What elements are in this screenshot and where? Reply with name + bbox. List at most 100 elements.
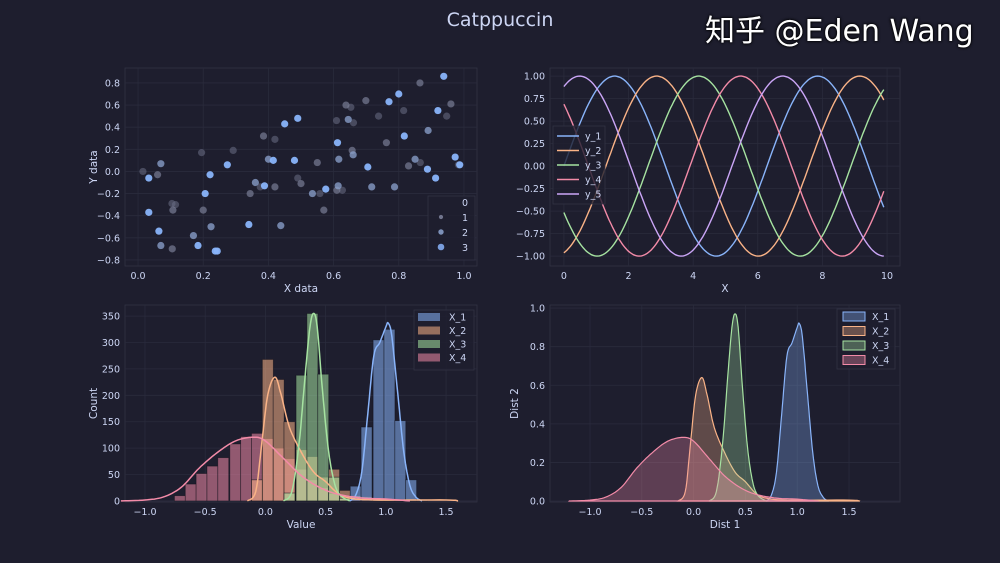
scatter-point bbox=[277, 222, 285, 230]
x-tick-label: 0.0 bbox=[258, 507, 273, 518]
hist-bar-X_4 bbox=[174, 495, 186, 502]
y-tick-label: −0.2 bbox=[97, 189, 120, 200]
kde-area-X_4 bbox=[568, 436, 820, 502]
kde-line-X_4 bbox=[120, 436, 410, 502]
x-tick-label: 1.0 bbox=[790, 507, 805, 518]
legend-label: X_4 bbox=[872, 356, 889, 367]
legend-label: 3 bbox=[462, 243, 468, 254]
y-tick-label: 0.8 bbox=[105, 78, 120, 89]
legend-patch bbox=[418, 353, 440, 362]
scatter-point bbox=[197, 149, 206, 157]
hist-bar-X_3 bbox=[295, 374, 308, 502]
x-tick-label: −0.5 bbox=[194, 507, 217, 518]
legend-label: y_2 bbox=[585, 146, 601, 157]
scatter-point bbox=[334, 182, 342, 190]
legend-label: X_2 bbox=[449, 326, 466, 337]
legend: y_1 y_2 y_3 y_4 y_5 bbox=[552, 125, 606, 205]
scatter-point bbox=[423, 165, 432, 173]
scatter-point bbox=[349, 119, 358, 127]
kde-area-X_1 bbox=[765, 322, 829, 502]
hist-bar-X_1 bbox=[394, 420, 407, 502]
y-tick-label: 0.75 bbox=[524, 94, 545, 105]
kde-line-X_2 bbox=[246, 376, 459, 502]
legend-label: X_4 bbox=[449, 353, 466, 364]
legend-label: X_1 bbox=[872, 312, 889, 323]
y-tick-label: 0.4 bbox=[530, 419, 545, 430]
legend-box bbox=[836, 308, 896, 370]
y-tick-label: 50 bbox=[108, 470, 120, 481]
x-tick-label: 0 bbox=[561, 271, 567, 282]
y-tick-label: −1.00 bbox=[516, 252, 545, 263]
scatter-point bbox=[271, 183, 279, 191]
y-tick-label: 0.6 bbox=[105, 101, 120, 112]
figure-title: Catppuccin bbox=[447, 9, 554, 31]
y-tick-label: 0 bbox=[114, 496, 120, 507]
y-tick-label: 0.00 bbox=[524, 162, 545, 173]
legend-label: 0 bbox=[462, 198, 468, 209]
y-tick-label: 0.0 bbox=[530, 497, 545, 508]
x-tick-label: 10 bbox=[881, 271, 893, 282]
kde-line-X_1 bbox=[349, 321, 423, 502]
scatter-point bbox=[168, 245, 176, 253]
scatter-point bbox=[189, 231, 198, 240]
line-y_3 bbox=[563, 75, 885, 257]
y-tick-label: 0.6 bbox=[530, 381, 545, 392]
x-tick-label: 0.0 bbox=[130, 271, 145, 282]
scatter-point bbox=[443, 112, 451, 120]
scatter-point bbox=[333, 139, 342, 147]
x-tick-label: 1.0 bbox=[378, 507, 393, 518]
y-tick-label: −0.4 bbox=[97, 211, 120, 222]
legend: X_1 X_2 X_3 X_4 bbox=[413, 309, 475, 371]
hist-bar-X_1 bbox=[383, 328, 396, 502]
scatter-point bbox=[456, 161, 464, 169]
y-tick-label: −0.8 bbox=[97, 255, 120, 266]
scatter-point bbox=[344, 115, 352, 124]
legend-label: y_3 bbox=[585, 161, 601, 172]
legend-label: y_5 bbox=[585, 190, 601, 201]
scatter-point bbox=[451, 153, 459, 161]
x-tick-label: 1.5 bbox=[841, 507, 856, 518]
scatter-point bbox=[223, 161, 231, 169]
scatter-point bbox=[440, 72, 448, 80]
scatter-point bbox=[271, 135, 279, 143]
y-tick-label: 100 bbox=[102, 444, 120, 455]
scatter-point bbox=[335, 155, 343, 163]
kde-area-X_3 bbox=[708, 313, 768, 502]
scatter-point bbox=[139, 167, 147, 176]
scatter-point bbox=[206, 171, 214, 179]
scatter-point bbox=[382, 139, 390, 147]
y-tick-label: −0.25 bbox=[516, 184, 545, 195]
legend-patch bbox=[842, 355, 866, 365]
scatter-point bbox=[362, 97, 370, 105]
scatter-point bbox=[400, 132, 408, 140]
y-tick-label: 150 bbox=[102, 417, 120, 428]
line-y_1 bbox=[563, 75, 885, 257]
legend-box bbox=[427, 195, 476, 261]
scatter-point bbox=[411, 155, 419, 163]
x-axis-label: Value bbox=[287, 519, 316, 531]
scatter-point bbox=[400, 106, 408, 115]
legend-patch bbox=[842, 340, 866, 351]
scatter-point bbox=[201, 189, 209, 198]
y-tick-label: 0.50 bbox=[524, 117, 545, 128]
scatter-point bbox=[246, 189, 254, 198]
y-tick-label: 200 bbox=[102, 391, 120, 402]
y-axis-label: Y data bbox=[88, 150, 100, 184]
x-tick-label: 2 bbox=[626, 271, 632, 282]
scatter-point bbox=[145, 208, 153, 216]
plot-area bbox=[124, 67, 478, 267]
scatter-point bbox=[207, 223, 215, 231]
scatter-point bbox=[155, 227, 163, 235]
scatter-point bbox=[374, 112, 383, 120]
hist-bar-X_4 bbox=[229, 443, 242, 502]
scatter-point bbox=[416, 158, 424, 167]
y-tick-label: 0.8 bbox=[530, 342, 545, 353]
scatter-point bbox=[251, 178, 259, 187]
scatter-point bbox=[404, 162, 413, 170]
y-tick-label: 350 bbox=[102, 312, 120, 323]
hist-bar-X_4 bbox=[195, 473, 208, 502]
legend-patch bbox=[418, 313, 440, 321]
subplot-3: −1.0 −0.5 0.0 0.5 1.0 1.5 0 50 100 150 200 250 300 35… bbox=[88, 304, 478, 531]
legend-patch bbox=[842, 311, 866, 322]
line-y_5 bbox=[563, 75, 884, 257]
